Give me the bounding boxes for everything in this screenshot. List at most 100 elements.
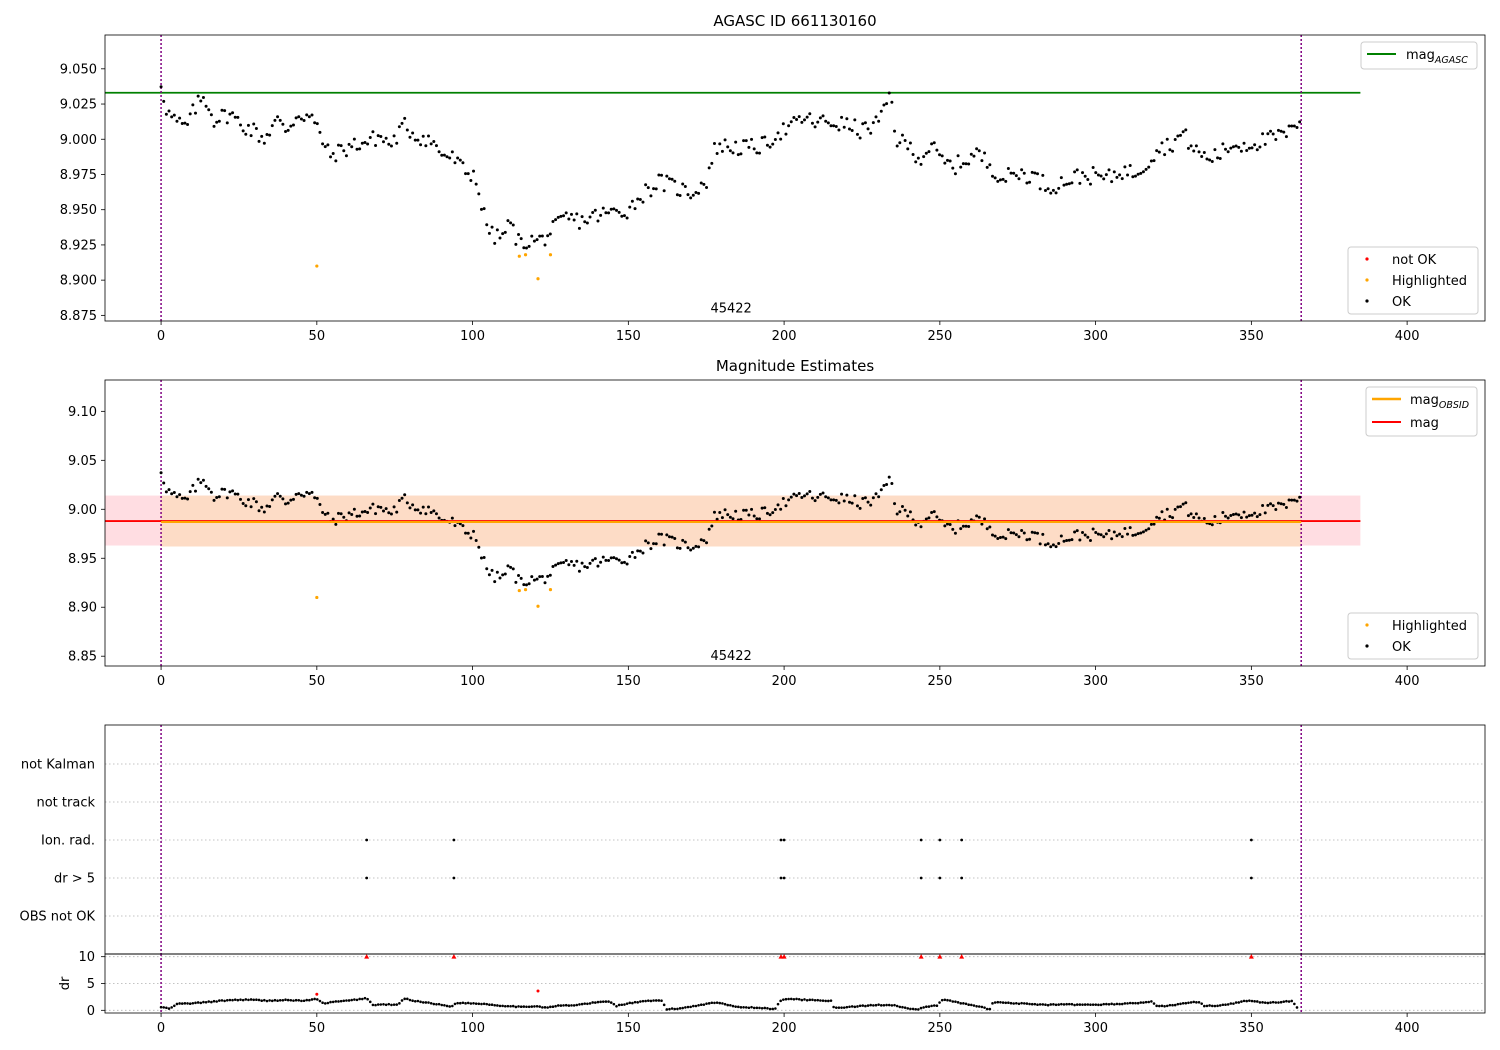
dr-point bbox=[768, 1007, 772, 1011]
ok-point bbox=[299, 117, 303, 121]
ok-point bbox=[193, 111, 197, 115]
ok-point bbox=[1033, 531, 1037, 535]
ok-point bbox=[683, 185, 687, 189]
ok-point bbox=[548, 573, 552, 577]
ok-point bbox=[832, 498, 836, 502]
ok-point bbox=[276, 492, 280, 496]
ok-point bbox=[360, 510, 364, 514]
dr-point bbox=[1067, 1002, 1071, 1006]
ok-point bbox=[826, 121, 830, 125]
dr-point bbox=[421, 1001, 425, 1004]
x-tick-label: 0 bbox=[157, 329, 165, 344]
ok-point bbox=[175, 495, 179, 499]
ok-point bbox=[728, 515, 732, 519]
dr-point bbox=[1102, 1002, 1106, 1006]
dr-point bbox=[631, 1001, 634, 1005]
ok-point bbox=[731, 517, 735, 521]
ok-point bbox=[358, 147, 362, 151]
ok-point bbox=[347, 142, 351, 146]
dr-point bbox=[657, 999, 661, 1002]
ok-point bbox=[366, 142, 370, 146]
ok-point bbox=[577, 569, 581, 573]
y-tick-label: 9.025 bbox=[60, 98, 97, 113]
ok-point bbox=[281, 497, 285, 501]
ok-point bbox=[342, 149, 346, 153]
ok-point bbox=[252, 497, 256, 501]
ok-point bbox=[456, 156, 460, 160]
dr-point bbox=[699, 1003, 703, 1007]
y-tick-label: 8.925 bbox=[60, 238, 97, 253]
dr-point bbox=[882, 1003, 886, 1007]
dr-point bbox=[461, 1001, 465, 1005]
ok-point bbox=[464, 172, 468, 176]
ok-point bbox=[1298, 495, 1302, 499]
dr-point bbox=[1245, 999, 1248, 1003]
ok-point bbox=[241, 501, 245, 505]
ok-point bbox=[302, 494, 306, 498]
dr-point bbox=[361, 997, 364, 1001]
dr-point bbox=[366, 997, 369, 1001]
dr-point bbox=[636, 1001, 639, 1004]
ok-point bbox=[1282, 130, 1286, 134]
dr-point bbox=[225, 999, 229, 1002]
dr-point bbox=[403, 997, 406, 1001]
dr-point bbox=[1113, 1003, 1116, 1006]
ok-point bbox=[461, 161, 465, 165]
dr-point bbox=[1218, 1004, 1222, 1007]
ok-point bbox=[291, 497, 295, 501]
dr-point bbox=[509, 1004, 512, 1008]
dr-point bbox=[228, 998, 232, 1002]
dr-point bbox=[419, 1000, 422, 1004]
ok-point bbox=[485, 567, 489, 571]
dr-point bbox=[1253, 1000, 1256, 1003]
dr-point bbox=[1234, 1001, 1238, 1004]
ok-point bbox=[1192, 515, 1196, 519]
ok-point bbox=[429, 142, 433, 146]
dr-point bbox=[1044, 1003, 1047, 1006]
dr-point bbox=[525, 1005, 528, 1009]
dr-point bbox=[689, 1005, 692, 1009]
ok-point bbox=[768, 513, 772, 517]
dr-point bbox=[644, 999, 647, 1003]
legend-label: Highlighted bbox=[1392, 274, 1467, 289]
ok-point bbox=[427, 505, 431, 509]
dr-point bbox=[604, 1000, 608, 1003]
dr-point bbox=[1081, 1003, 1084, 1006]
ok-point bbox=[768, 145, 772, 149]
ok-point bbox=[792, 116, 796, 120]
ok-point bbox=[556, 562, 560, 566]
ok-point bbox=[1009, 531, 1013, 535]
ok-point bbox=[313, 496, 317, 500]
ok-point bbox=[697, 191, 701, 195]
ok-point bbox=[1123, 165, 1127, 169]
ok-point bbox=[998, 178, 1002, 182]
dr-point bbox=[236, 998, 240, 1002]
ok-point bbox=[1115, 534, 1119, 538]
ok-point bbox=[1014, 174, 1018, 178]
ok-point bbox=[1067, 538, 1071, 542]
dr-point bbox=[207, 1000, 211, 1003]
ok-point bbox=[183, 496, 187, 500]
ok-point bbox=[1266, 503, 1270, 507]
dr-point bbox=[901, 1005, 904, 1009]
dr-point bbox=[469, 1002, 473, 1005]
ok-points bbox=[159, 85, 1302, 250]
ok-point bbox=[366, 511, 370, 515]
ok-point bbox=[1173, 137, 1177, 141]
ok-point bbox=[689, 196, 693, 200]
legend-upper bbox=[1360, 41, 1478, 70]
ok-point bbox=[601, 555, 605, 559]
dr-point bbox=[872, 1004, 875, 1007]
dr-point bbox=[980, 1005, 984, 1009]
ok-point bbox=[660, 173, 664, 177]
ok-point bbox=[167, 109, 171, 113]
dr-point bbox=[1285, 999, 1288, 1003]
ok-point bbox=[442, 153, 446, 157]
ok-point bbox=[458, 522, 462, 526]
ok-point bbox=[1245, 515, 1249, 519]
ok-point bbox=[241, 129, 245, 133]
ok-point bbox=[204, 104, 208, 108]
ok-point bbox=[1133, 174, 1137, 178]
ok-point bbox=[569, 560, 573, 564]
dr-point bbox=[223, 999, 226, 1003]
